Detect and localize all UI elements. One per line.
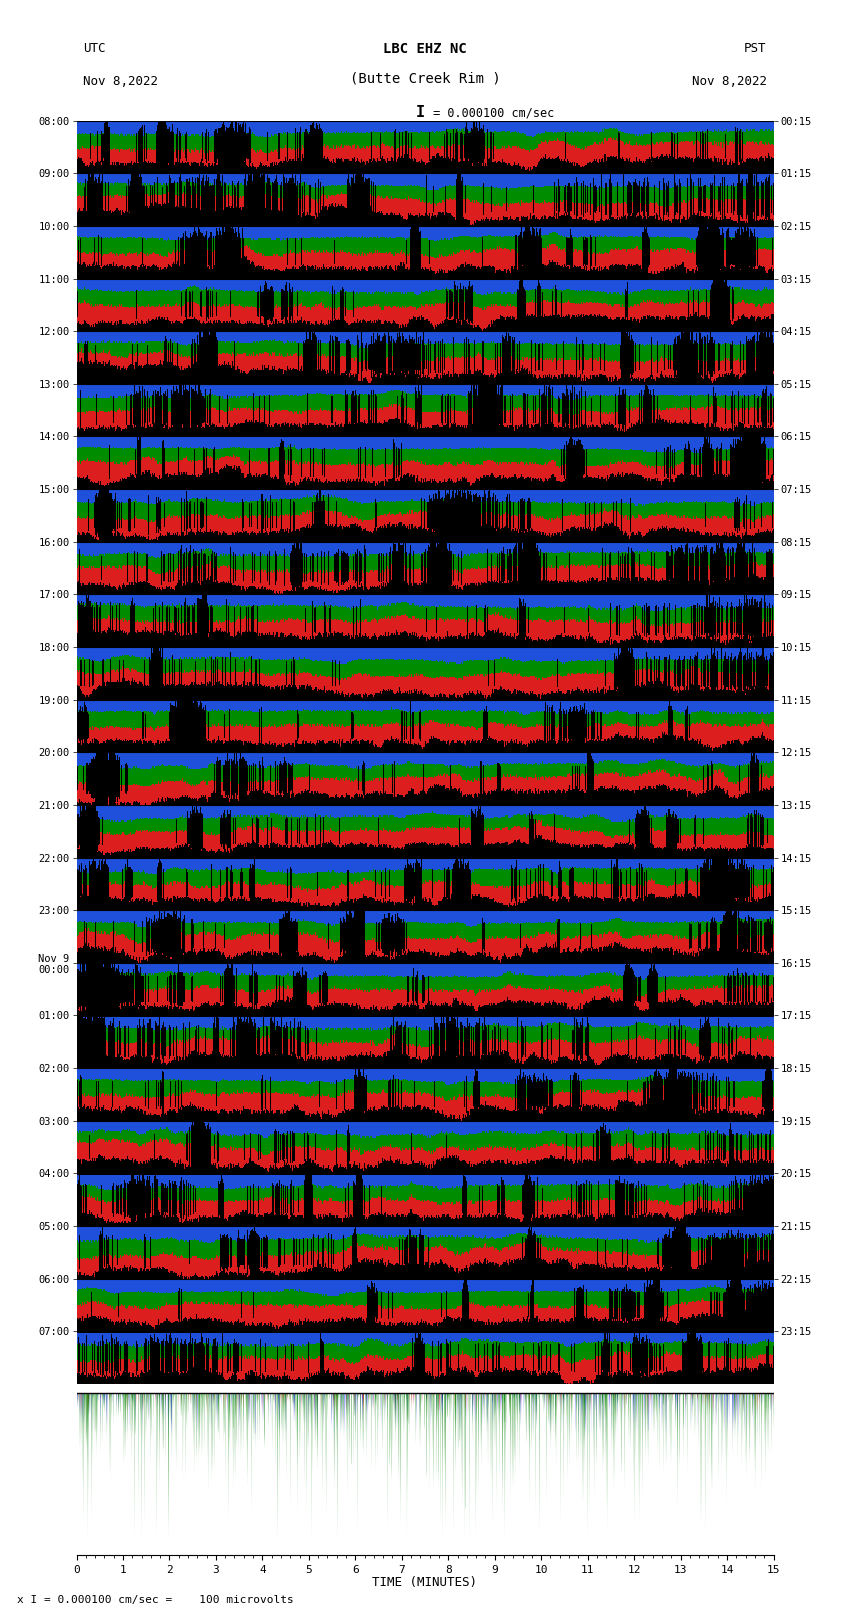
X-axis label: TIME (MINUTES): TIME (MINUTES) xyxy=(372,1576,478,1589)
Text: PST: PST xyxy=(744,42,767,55)
Text: = 0.000100 cm/sec: = 0.000100 cm/sec xyxy=(427,106,555,119)
Text: Nov 8,2022: Nov 8,2022 xyxy=(83,74,158,89)
Text: UTC: UTC xyxy=(83,42,106,55)
Text: LBC EHZ NC: LBC EHZ NC xyxy=(383,42,467,56)
Text: (Butte Creek Rim ): (Butte Creek Rim ) xyxy=(349,73,501,85)
Text: x I = 0.000100 cm/sec =    100 microvolts: x I = 0.000100 cm/sec = 100 microvolts xyxy=(17,1595,294,1605)
Text: I: I xyxy=(416,105,425,119)
Text: Nov 8,2022: Nov 8,2022 xyxy=(692,74,767,89)
